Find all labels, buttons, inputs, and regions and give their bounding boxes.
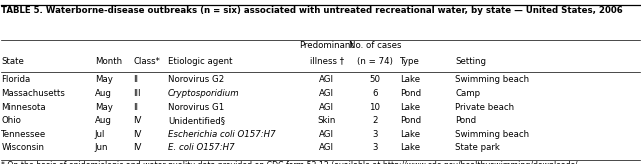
Text: Lake: Lake — [400, 75, 420, 84]
Text: Swimming beach: Swimming beach — [455, 75, 529, 84]
Text: Lake: Lake — [400, 103, 420, 112]
Text: TABLE 5. Waterborne-disease outbreaks (n = six) associated with untreated recrea: TABLE 5. Waterborne-disease outbreaks (n… — [1, 6, 623, 15]
Text: AGI: AGI — [319, 75, 335, 84]
Text: Norovirus G2: Norovirus G2 — [168, 75, 224, 84]
Text: Minnesota: Minnesota — [1, 103, 46, 112]
Text: May: May — [95, 103, 113, 112]
Text: IV: IV — [133, 116, 142, 125]
Text: Predominant: Predominant — [299, 41, 354, 50]
Text: No. of cases: No. of cases — [349, 41, 401, 50]
Text: (n = 74): (n = 74) — [357, 57, 393, 66]
Text: AGI: AGI — [319, 144, 335, 153]
Text: Jun: Jun — [95, 144, 108, 153]
Text: AGI: AGI — [319, 103, 335, 112]
Text: Ohio: Ohio — [1, 116, 21, 125]
Text: Aug: Aug — [95, 116, 112, 125]
Text: Lake: Lake — [400, 144, 420, 153]
Text: Escherichia coli O157:H7: Escherichia coli O157:H7 — [168, 130, 276, 139]
Text: Month: Month — [95, 57, 122, 66]
Text: Jul: Jul — [95, 130, 105, 139]
Text: State: State — [1, 57, 24, 66]
Text: Aug: Aug — [95, 89, 112, 98]
Text: Pond: Pond — [400, 116, 421, 125]
Text: Etiologic agent: Etiologic agent — [168, 57, 233, 66]
Text: Camp: Camp — [455, 89, 480, 98]
Text: Class*: Class* — [133, 57, 160, 66]
Text: Private beach: Private beach — [455, 103, 514, 112]
Text: AGI: AGI — [319, 130, 335, 139]
Text: illness †: illness † — [310, 57, 344, 66]
Text: May: May — [95, 75, 113, 84]
Text: 3: 3 — [372, 144, 378, 153]
Text: E. coli O157:H7: E. coli O157:H7 — [168, 144, 235, 153]
Text: II: II — [133, 103, 138, 112]
Text: II: II — [133, 75, 138, 84]
Text: Wisconsin: Wisconsin — [1, 144, 44, 153]
Text: Setting: Setting — [455, 57, 486, 66]
Text: Pond: Pond — [400, 89, 421, 98]
Text: Swimming beach: Swimming beach — [455, 130, 529, 139]
Text: IV: IV — [133, 144, 142, 153]
Text: Lake: Lake — [400, 130, 420, 139]
Text: State park: State park — [455, 144, 500, 153]
Text: 3: 3 — [372, 130, 378, 139]
Text: IV: IV — [133, 130, 142, 139]
Text: III: III — [133, 89, 141, 98]
Text: Cryptosporidium: Cryptosporidium — [168, 89, 240, 98]
Text: Pond: Pond — [455, 116, 476, 125]
Text: Skin: Skin — [318, 116, 336, 125]
Text: AGI: AGI — [319, 89, 335, 98]
Text: 2: 2 — [372, 116, 378, 125]
Text: 50: 50 — [369, 75, 381, 84]
Text: Massachusetts: Massachusetts — [1, 89, 65, 98]
Text: Tennessee: Tennessee — [1, 130, 47, 139]
Text: Norovirus G1: Norovirus G1 — [168, 103, 224, 112]
Text: 6: 6 — [372, 89, 378, 98]
Text: Unidentified§: Unidentified§ — [168, 116, 225, 125]
Text: Florida: Florida — [1, 75, 31, 84]
Text: * On the basis of epidemiologic and water-quality data provided on CDC form 52.1: * On the basis of epidemiologic and wate… — [1, 161, 578, 164]
Text: Type: Type — [400, 57, 420, 66]
Text: 10: 10 — [369, 103, 381, 112]
